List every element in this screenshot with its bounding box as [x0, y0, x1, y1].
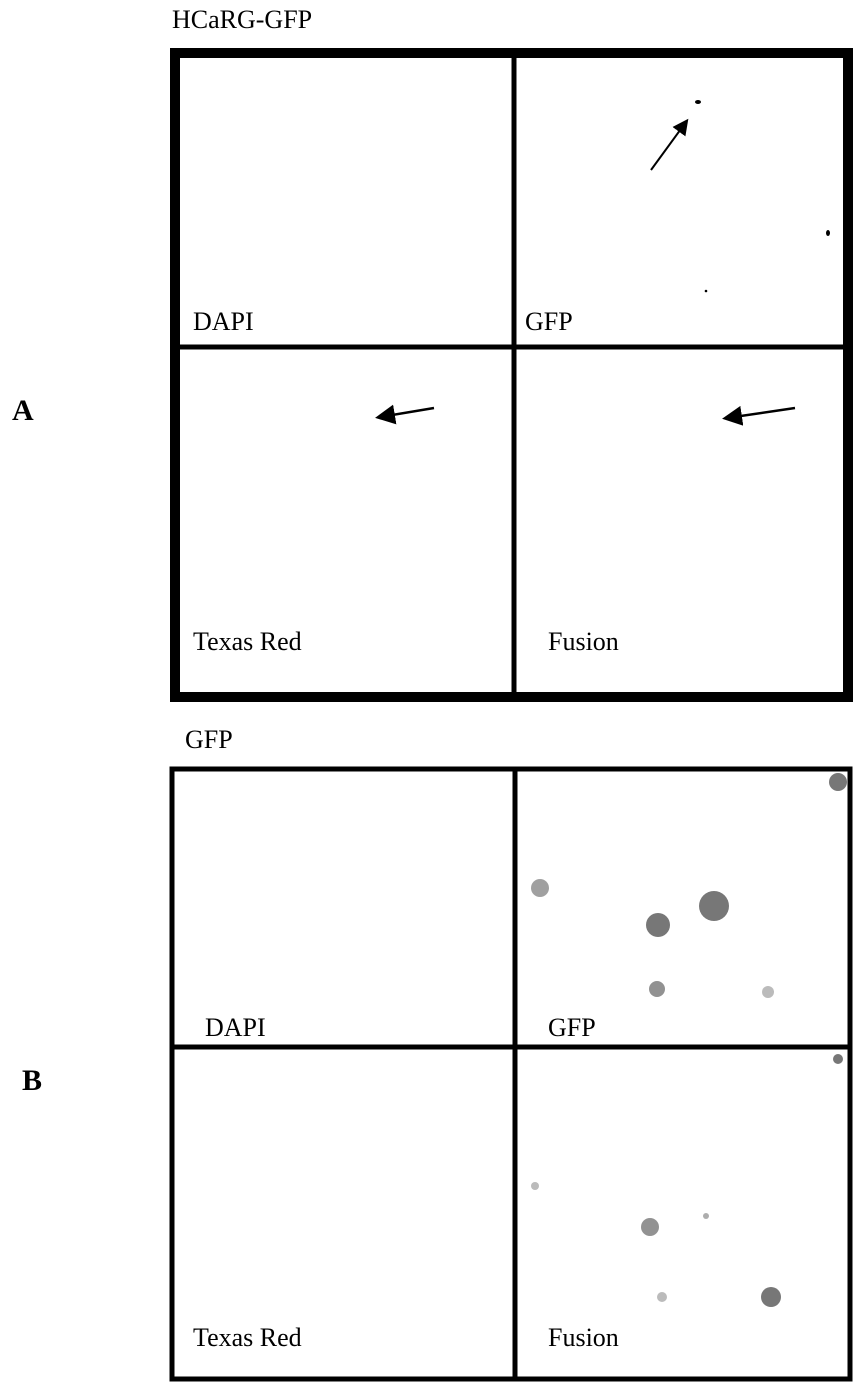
channel-label: GFP — [525, 307, 573, 336]
panel-b-frame — [172, 769, 850, 1379]
panel-label: A — [12, 394, 34, 427]
panel-title: HCaRG-GFP — [172, 5, 312, 34]
channel-label: GFP — [548, 1013, 596, 1042]
panel-label: B — [22, 1064, 42, 1097]
figure: HCaRG-GFP A DAPI GFP Texas Red Fusion GFP B DAPI… — [0, 0, 855, 1384]
channel-label: Fusion — [548, 1323, 619, 1352]
panel-a-frame — [175, 53, 848, 697]
channel-label: DAPI — [205, 1013, 266, 1042]
channel-label: DAPI — [193, 307, 254, 336]
channel-label: Texas Red — [193, 627, 302, 656]
page: HCaRG-GFP A DAPI GFP Texas Red Fusion GFP B DAPI… — [0, 0, 855, 1384]
channel-label: Texas Red — [193, 1323, 302, 1352]
channel-label: Fusion — [548, 627, 619, 656]
panel-title: GFP — [185, 725, 233, 754]
